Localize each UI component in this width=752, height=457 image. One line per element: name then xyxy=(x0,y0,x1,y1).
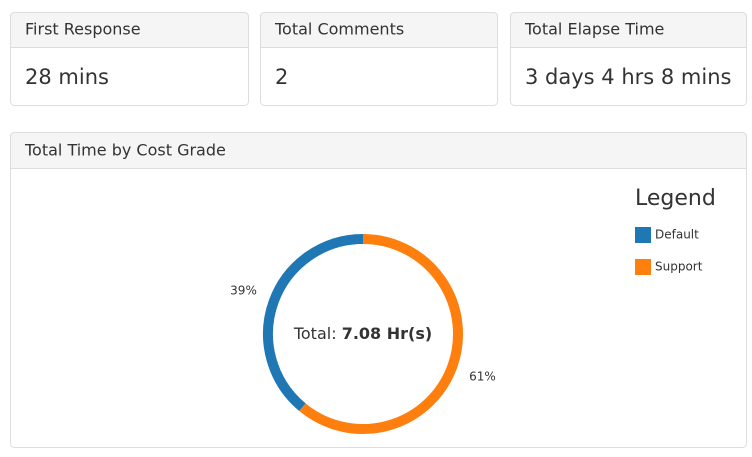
center-label: Total: xyxy=(293,324,337,343)
donut-segment xyxy=(263,234,364,412)
legend-label: Support xyxy=(655,260,703,274)
card-value: 3 days 4 hrs 8 mins xyxy=(525,65,731,89)
chart-panel: Total Time by Cost Grade Legend Total: 7… xyxy=(10,132,747,448)
card: First Response 28 mins xyxy=(10,12,249,106)
card: Total Comments 2 xyxy=(260,12,498,106)
legend-title: Legend xyxy=(635,186,716,211)
card: Total Elapse Time 3 days 4 hrs 8 mins xyxy=(510,12,747,106)
legend-label: Default xyxy=(655,228,699,242)
donut-segment xyxy=(299,234,463,434)
legend-swatch xyxy=(635,259,651,275)
center-value: 7.08 Hr(s) xyxy=(342,324,432,343)
card-title: Total Comments xyxy=(274,20,404,39)
card-title: Total Elapse Time xyxy=(524,20,664,39)
data-label: 61% xyxy=(469,370,496,384)
card-title: First Response xyxy=(25,20,141,39)
legend-swatch xyxy=(635,227,651,243)
chart-title: Total Time by Cost Grade xyxy=(24,141,226,160)
card-value: 28 mins xyxy=(25,65,109,89)
center-text: Total: 7.08 Hr(s) xyxy=(293,324,432,343)
card-value: 2 xyxy=(275,65,288,89)
data-label: 39% xyxy=(230,283,257,297)
